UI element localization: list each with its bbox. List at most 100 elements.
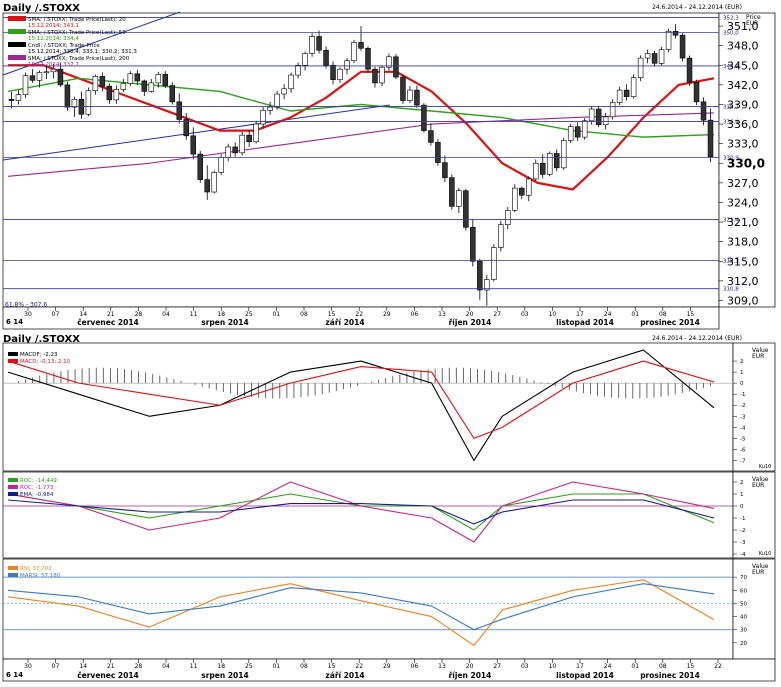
x-tick-label: 01 bbox=[273, 663, 281, 670]
trend-line bbox=[2, 104, 391, 161]
y-tick-label: -1 bbox=[740, 392, 745, 398]
legend-value: 15.12.2014; 343,1 bbox=[28, 23, 79, 29]
indicator-line-1 bbox=[7, 493, 715, 531]
y-tick-label: -6 bbox=[740, 447, 746, 453]
candle-body bbox=[99, 76, 106, 87]
candle-body bbox=[609, 102, 616, 118]
level-label: 350,0 bbox=[723, 31, 739, 37]
x-tick-label: 04 bbox=[162, 663, 170, 670]
candle-body bbox=[546, 153, 553, 175]
candle-body bbox=[581, 120, 588, 138]
y-tick-label: -1 bbox=[740, 516, 745, 522]
candle-body bbox=[204, 179, 210, 193]
y-tick-label: 1 bbox=[740, 370, 744, 376]
candle-body bbox=[169, 85, 176, 103]
candle-body bbox=[120, 83, 127, 90]
candle-body bbox=[358, 42, 364, 49]
indicator-line-2 bbox=[7, 360, 715, 439]
x-month-label: září 2014 bbox=[325, 671, 364, 680]
y-tick-label: 1 bbox=[740, 492, 744, 498]
indicator-line-2 bbox=[7, 583, 715, 631]
level-label: 352,3 bbox=[723, 16, 739, 22]
x-tick-label: 13 bbox=[438, 663, 446, 670]
candle-body bbox=[526, 178, 532, 196]
x-tick-label: 25 bbox=[245, 311, 253, 318]
candle-body bbox=[71, 98, 78, 108]
level-label: 321,4 bbox=[723, 217, 739, 223]
candle-body bbox=[533, 162, 539, 180]
x-tick-label: 28 bbox=[135, 311, 143, 318]
legend-swatch bbox=[8, 16, 26, 21]
x-tick-label: 06 bbox=[411, 663, 419, 670]
macd-axis-frame bbox=[732, 342, 776, 472]
x-tick-label: 11 bbox=[190, 311, 198, 318]
y-tick-label: 2 bbox=[740, 359, 744, 365]
candle-body bbox=[260, 110, 266, 125]
scale-label: Ku10 bbox=[759, 551, 772, 557]
legend-swatch bbox=[8, 478, 18, 482]
level-label: 344,9 bbox=[723, 64, 739, 70]
y-tick-label: -2 bbox=[740, 403, 745, 409]
legend-swatch bbox=[8, 573, 18, 577]
candle-body bbox=[351, 42, 357, 61]
level-label: 336,4 bbox=[723, 119, 739, 125]
candle-body bbox=[302, 53, 308, 66]
candle-body bbox=[176, 101, 183, 120]
y-tick-label: 351,0 bbox=[727, 20, 759, 33]
x-tick-label: 08 bbox=[300, 311, 308, 318]
y-tick-label: 0 bbox=[740, 504, 744, 510]
candle-body bbox=[498, 224, 504, 248]
x-tick-label: 28 bbox=[135, 663, 143, 670]
candle-body bbox=[449, 177, 455, 207]
candle-body bbox=[477, 260, 483, 291]
candle-body bbox=[239, 134, 245, 154]
x-tick-label: 13 bbox=[438, 311, 446, 318]
x-month-label: listopad 2014 bbox=[556, 318, 614, 327]
candle-body bbox=[92, 76, 99, 92]
candle-body bbox=[588, 108, 595, 122]
candle-body bbox=[679, 34, 686, 59]
candle-body bbox=[253, 123, 259, 143]
candle-body bbox=[274, 93, 280, 108]
x-month-label: září 2014 bbox=[325, 318, 364, 327]
x-month-label: říjen 2014 bbox=[449, 318, 492, 327]
legend-swatch bbox=[8, 566, 18, 570]
bottom-time-axis bbox=[2, 658, 776, 682]
candle-body bbox=[630, 77, 637, 97]
candle-body bbox=[113, 89, 120, 101]
candle-body bbox=[658, 49, 665, 64]
candle-body bbox=[505, 210, 511, 225]
candle-body bbox=[400, 76, 406, 101]
candle-body bbox=[539, 162, 546, 175]
x-tick-label: 22 bbox=[714, 663, 722, 670]
x-tick-label: 17 bbox=[576, 663, 584, 670]
x-tick-label: 08 bbox=[300, 663, 308, 670]
legend-swatch bbox=[8, 359, 18, 363]
candle-body bbox=[148, 82, 155, 92]
macd-currency: EUR bbox=[752, 353, 764, 360]
legend-name: SMA; /.STOXX; Trade Price(Last); 200 bbox=[28, 56, 130, 62]
candle-body bbox=[491, 247, 497, 280]
legend-name: ROC; -14,449 bbox=[20, 478, 57, 484]
rsi-panel bbox=[2, 558, 734, 660]
x-tick-label: 07 bbox=[52, 311, 60, 318]
y-tick-label: 342,0 bbox=[727, 79, 759, 92]
x-month-label: listopad 2014 bbox=[556, 671, 614, 680]
legend-value: 15.12.2014; 334,4 bbox=[28, 36, 79, 42]
y-tick-label: 318,0 bbox=[727, 236, 759, 249]
y-tick-label: 20 bbox=[740, 641, 747, 647]
y-tick-label: -7 bbox=[740, 458, 746, 464]
indicator-line-3 bbox=[7, 499, 715, 525]
candle-body bbox=[295, 64, 301, 76]
x-tick-label: 01 bbox=[631, 663, 639, 670]
legend-swatch bbox=[8, 42, 26, 47]
x-tick-label: 21 bbox=[107, 311, 115, 318]
y-tick-label: -2 bbox=[740, 528, 745, 534]
level-label: 315,1 bbox=[723, 259, 739, 265]
candle-body bbox=[707, 119, 714, 158]
candle-body bbox=[637, 57, 644, 78]
candle-body bbox=[602, 116, 609, 126]
indicator-line-1 bbox=[7, 349, 715, 462]
